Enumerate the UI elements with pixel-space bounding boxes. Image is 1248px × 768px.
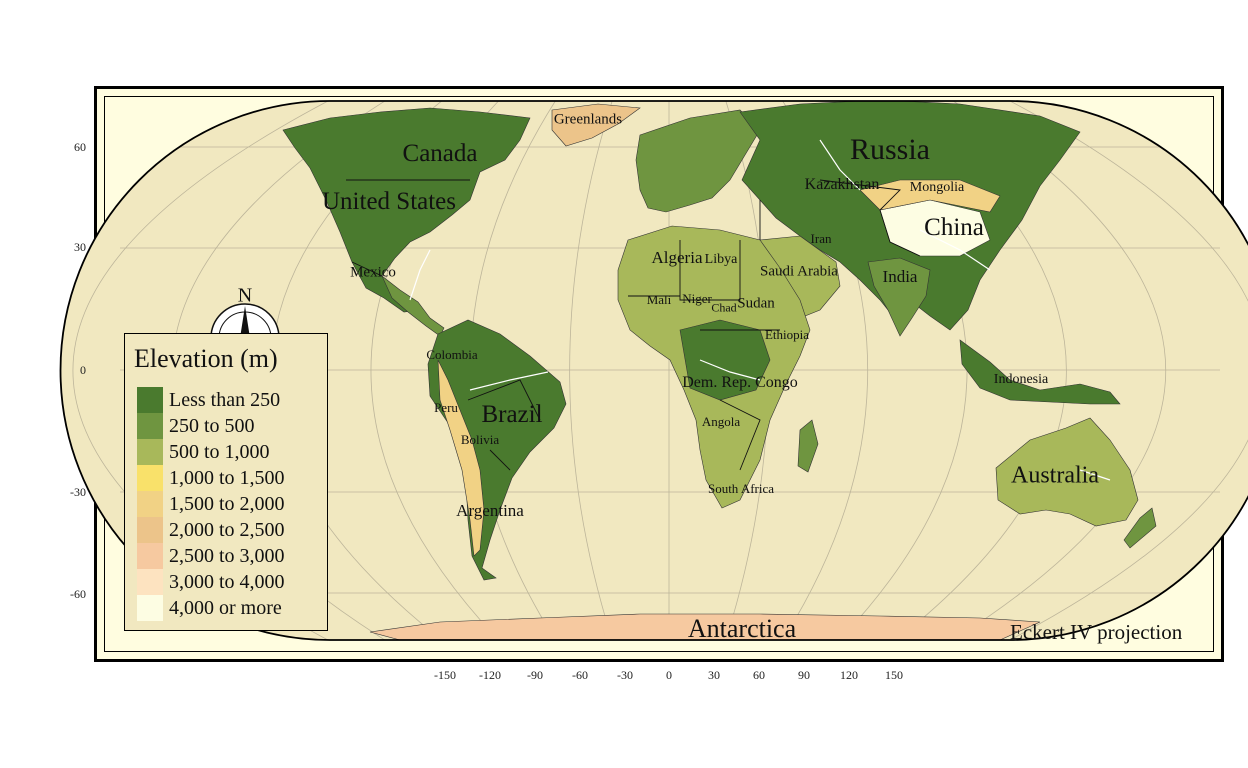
- label-mexico: Mexico: [350, 264, 396, 281]
- legend-swatch: [137, 569, 163, 595]
- graticule-meridian: [569, 100, 613, 640]
- label-algeria: Algeria: [651, 248, 703, 267]
- legend-swatch: [137, 413, 163, 439]
- label-russia: Russia: [849, 133, 931, 166]
- legend-item: 1,000 to 1,500: [137, 465, 285, 491]
- label-kazakhstan: Kazakhstan: [804, 176, 880, 193]
- legend-swatch: [137, 491, 163, 517]
- land-europe: [635, 109, 761, 213]
- legend-label: 4,000 or more: [169, 596, 282, 619]
- label-iran: Iran: [810, 231, 832, 246]
- label-niger: Niger: [682, 291, 712, 306]
- legend-label: 250 to 500: [169, 414, 255, 437]
- land-andes: [437, 359, 485, 557]
- graticule-meridian: [1009, 100, 1248, 640]
- lat-tick: 0: [80, 363, 86, 377]
- lon-tick: 120: [840, 668, 858, 682]
- lon-tick: -60: [572, 668, 588, 682]
- label-canada: Canada: [402, 140, 478, 167]
- land-new-zealand: [1123, 507, 1157, 549]
- label-bolivia: Bolivia: [460, 432, 500, 447]
- label-sudan: Sudan: [737, 295, 775, 312]
- rivers: [409, 139, 1111, 481]
- label-chad: Chad: [711, 300, 737, 315]
- label-greenlands: Greenlands: [553, 111, 623, 128]
- legend-item: 3,000 to 4,000: [137, 569, 285, 595]
- projection-label: Eckert IV projection: [1010, 620, 1183, 644]
- label-china: China: [924, 214, 984, 241]
- legend-label: 1,000 to 1,500: [169, 466, 285, 489]
- lon-tick: -120: [479, 668, 501, 682]
- lat-tick: -60: [70, 587, 86, 601]
- label-indonesia: Indonesia: [993, 372, 1049, 387]
- land-central-asia-highlands: [859, 179, 1001, 213]
- country-borders: [346, 179, 921, 471]
- label-australia: Australia: [1011, 462, 1099, 489]
- legend-item: 250 to 500: [137, 413, 255, 439]
- legend-label: Less than 250: [169, 388, 281, 411]
- label-saudi-arabia: Saudi Arabia: [760, 263, 838, 280]
- land-masses: [282, 100, 1157, 640]
- lon-tick: -150: [434, 668, 456, 682]
- label-antarctica: Antarctica: [687, 614, 797, 643]
- legend-swatch: [137, 543, 163, 569]
- legend-item: 4,000 or more: [137, 595, 282, 621]
- label-mongolia: Mongolia: [909, 180, 965, 195]
- map-globe-outline: [59, 100, 1248, 641]
- lon-tick: 90: [798, 668, 810, 682]
- legend-item: 2,500 to 3,000: [137, 543, 285, 569]
- legend-item: 1,500 to 2,000: [137, 491, 285, 517]
- land-australia: [995, 417, 1139, 527]
- legend-item: Less than 250: [137, 387, 280, 413]
- lon-tick: 60: [753, 668, 765, 682]
- label-united-states: United States: [321, 188, 457, 215]
- legend-title: Elevation (m): [134, 344, 278, 373]
- legend-label: 2,000 to 2,500: [169, 518, 285, 541]
- legend-swatch: [137, 387, 163, 413]
- legend-label: 1,500 to 2,000: [169, 492, 285, 515]
- legend-swatch: [137, 465, 163, 491]
- land-central-africa: [679, 319, 771, 401]
- label-argentina: Argentina: [456, 501, 524, 520]
- legend-swatch: [137, 517, 163, 543]
- land-indonesia: [959, 339, 1121, 405]
- legend-swatch: [137, 439, 163, 465]
- label-peru: Peru: [434, 400, 458, 415]
- label-libya: Libya: [704, 252, 738, 267]
- legend-label: 2,500 to 3,000: [169, 544, 285, 567]
- land-greenland: [551, 103, 641, 147]
- legend-label: 3,000 to 4,000: [169, 570, 285, 593]
- graticule-meridian: [952, 100, 1167, 640]
- compass-north-label: N: [237, 284, 253, 307]
- lon-tick: 150: [885, 668, 903, 682]
- land-madagascar: [797, 419, 819, 473]
- lon-tick: -30: [617, 668, 633, 682]
- label-south-africa: South Africa: [707, 481, 775, 496]
- land-north-america: [282, 107, 531, 313]
- land-india: [867, 257, 931, 337]
- lon-tick: 0: [666, 668, 672, 682]
- land-antarctica: [369, 613, 1041, 640]
- legend-swatch: [137, 595, 163, 621]
- legend-item: 500 to 1,000: [137, 439, 270, 465]
- lat-tick: 30: [74, 240, 86, 254]
- lat-tick: -30: [70, 485, 86, 499]
- elevation-legend: Elevation (m) Less than 250 250 to 500 5…: [124, 333, 328, 631]
- legend-label: 500 to 1,000: [169, 440, 270, 463]
- label-colombia: Colombia: [426, 347, 478, 362]
- label-brazil: Brazil: [481, 401, 543, 428]
- lon-tick: 30: [708, 668, 720, 682]
- lat-tick: 60: [74, 140, 86, 154]
- label-ethiopia: Ethiopia: [764, 327, 810, 342]
- label-dem-rep-congo: Dem. Rep. Congo: [682, 374, 798, 391]
- label-mali: Mali: [646, 292, 672, 307]
- label-angola: Angola: [701, 414, 741, 429]
- legend-item: 2,000 to 2,500: [137, 517, 285, 543]
- label-india: India: [882, 267, 918, 286]
- lon-tick: -90: [527, 668, 543, 682]
